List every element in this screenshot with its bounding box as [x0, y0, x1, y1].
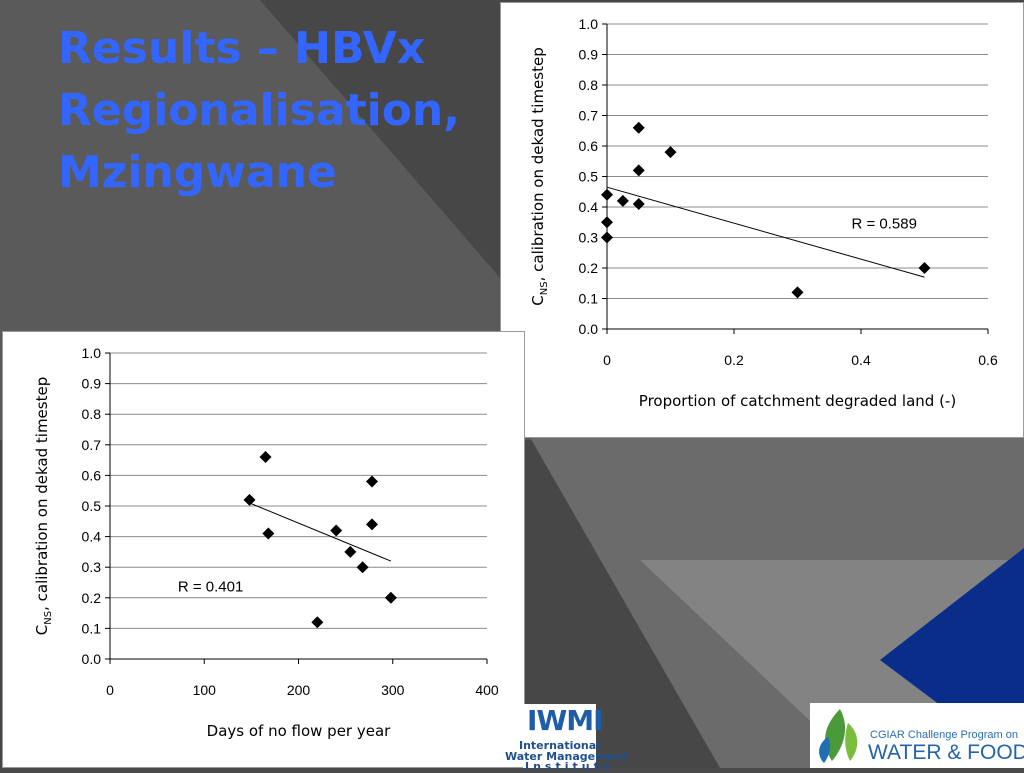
- scatter-chart-degraded-land: 0.0 0.1 0.2 0.3 0.4 0.5 0.6 0.7 0.8 0.9 1.0 0 0.2 0.4…: [529, 16, 998, 410]
- iwmi-logo: IWMI International Water Management Inst…: [505, 704, 627, 773]
- chart1-y-tick-label: 1.0: [579, 16, 599, 32]
- chart2-x-tick-label: 0: [106, 682, 114, 698]
- chart2-y-tick-label: 0.9: [82, 376, 102, 392]
- chart2-y-tick-label: 0.8: [82, 406, 102, 422]
- chart1-data-point: [632, 164, 645, 177]
- chart1-r-annotation: R = 0.589: [851, 215, 916, 232]
- chart2-data-point: [356, 561, 369, 574]
- chart1-tick-labels: 0.0 0.1 0.2 0.3 0.4 0.5 0.6 0.7 0.8 0.9 1.0 0 0.2 0.4…: [579, 16, 998, 368]
- title-line-2: Regionalisation,: [58, 85, 460, 136]
- chart2-y-label-sub: NS: [43, 611, 54, 625]
- chart1-y-tick-label: 0.8: [579, 77, 599, 93]
- chart2-y-tick-label: 0.6: [82, 467, 102, 483]
- chart1-trendline: [606, 186, 925, 278]
- chart2-data-point: [366, 475, 379, 488]
- chart2-y-tick-label: 0.0: [82, 651, 102, 667]
- chart2-data-point: [344, 545, 357, 558]
- slide-title: Results – HBVx Regionalisation, Mzingwan…: [58, 18, 498, 204]
- chart1-data-point: [664, 146, 677, 159]
- chart1-data-point: [791, 286, 804, 299]
- title-line-3: Mzingwane: [58, 147, 337, 198]
- iwmi-logo-line1: International: [519, 739, 600, 752]
- chart1-x-tick-label: 0.2: [724, 352, 744, 368]
- chart1-y-axis-label: CNS, calibration on dekad timestep: [529, 47, 550, 305]
- chart1-x-axis-label: Proportion of catchment degraded land (-…: [639, 392, 956, 410]
- chart2-x-tick-label: 200: [287, 682, 311, 698]
- chart2-tick-labels: 0.0 0.1 0.2 0.3 0.4 0.5 0.6 0.7 0.8 0.9 1.0 0 100 200…: [82, 345, 499, 698]
- chart1-y-label-sub: NS: [539, 281, 550, 295]
- chart2-trendline-group: [249, 502, 392, 562]
- chart2-y-tick-label: 0.4: [82, 529, 102, 545]
- chart2-trendline: [249, 502, 392, 562]
- iwmi-logo-mark: IWMI: [527, 704, 604, 737]
- chart1-y-tick-label: 0.5: [579, 169, 599, 185]
- chart2-x-tick-label: 100: [193, 682, 217, 698]
- chart2-y-tick-label: 0.2: [82, 590, 102, 606]
- title-line-1: Results – HBVx: [58, 23, 426, 74]
- chart2-data-point: [330, 524, 343, 537]
- cgiar-logo-line1: CGIAR Challenge Program on: [870, 729, 1018, 741]
- chart1-data-point: [616, 194, 629, 207]
- chart1-x-tick-label: 0: [603, 352, 611, 368]
- chart1-x-tick-label: 0.6: [978, 352, 998, 368]
- chart1-data-point: [601, 231, 613, 244]
- chart2-y-axis-label: CNS, calibration on dekad timestep: [33, 377, 54, 635]
- cgiar-leaf-icon: [819, 709, 858, 763]
- chart1-trendline-group: [606, 186, 925, 278]
- chart1-data-point: [601, 216, 613, 229]
- chart2-r-annotation: R = 0.401: [178, 579, 243, 596]
- chart1-y-tick-label: 0.4: [579, 199, 599, 215]
- chart1-y-tick-label: 0.6: [579, 138, 599, 154]
- chart2-x-tick-label: 400: [475, 682, 499, 698]
- chart-panel-days-no-flow: 0.0 0.1 0.2 0.3 0.4 0.5 0.6 0.7 0.8 0.9 1.0 0 100 200…: [2, 331, 525, 768]
- cgiar-logo-line2: WATER & FOOD: [868, 741, 1024, 764]
- chart1-data-point: [632, 197, 645, 210]
- chart1-data-point: [918, 262, 931, 274]
- chart1-y-tick-label: 0.9: [579, 47, 599, 63]
- background-diagonal-light: [0, 0, 640, 440]
- chart2-data-point: [384, 591, 397, 604]
- chart2-y-tick-label: 1.0: [82, 345, 102, 361]
- chart1-axes: [602, 23, 989, 334]
- chart2-data-point: [262, 527, 275, 540]
- chart1-y-label-rest: , calibration on dekad timestep: [529, 47, 547, 281]
- chart2-y-tick-label: 0.5: [82, 498, 102, 514]
- chart2-data-point: [259, 451, 272, 464]
- chart2-y-tick-label: 0.1: [82, 620, 102, 636]
- chart2-points: [243, 451, 397, 629]
- chart2-y-tick-label: 0.3: [82, 559, 102, 575]
- chart2-gridlines: [110, 352, 487, 629]
- chart1-data-point: [601, 188, 613, 201]
- chart1-y-tick-label: 0.2: [579, 260, 599, 276]
- chart2-y-tick-label: 0.7: [82, 437, 102, 453]
- iwmi-logo-line2: Water Management: [505, 750, 628, 763]
- chart1-x-tick-label: 0.4: [851, 352, 871, 368]
- chart1-y-tick-label: 0.1: [579, 291, 599, 307]
- chart-panel-degraded-land: 0.0 0.1 0.2 0.3 0.4 0.5 0.6 0.7 0.8 0.9 1.0 0 0.2 0.4…: [500, 2, 1024, 438]
- chart1-y-tick-label: 0.0: [579, 321, 599, 337]
- iwmi-logo-line3: Institute: [525, 760, 615, 773]
- chart1-y-tick-label: 0.7: [579, 108, 599, 124]
- chart1-data-point: [632, 121, 645, 134]
- scatter-chart-days-no-flow: 0.0 0.1 0.2 0.3 0.4 0.5 0.6 0.7 0.8 0.9 1.0 0 100 200…: [33, 345, 499, 740]
- cgiar-logo: CGIAR Challenge Program on WATER & FOOD: [810, 703, 1024, 768]
- chart1-gridlines: [607, 23, 988, 299]
- chart2-y-label-rest: , calibration on dekad timestep: [33, 377, 51, 611]
- chart2-data-point: [366, 518, 379, 531]
- chart1-y-tick-label: 0.3: [579, 230, 599, 246]
- chart1-points: [601, 121, 931, 299]
- chart2-x-axis-label: Days of no flow per year: [207, 722, 392, 740]
- chart2-data-point: [243, 493, 256, 506]
- chart2-axes: [105, 352, 488, 664]
- chart2-x-tick-label: 300: [381, 682, 405, 698]
- chart2-data-point: [311, 616, 324, 629]
